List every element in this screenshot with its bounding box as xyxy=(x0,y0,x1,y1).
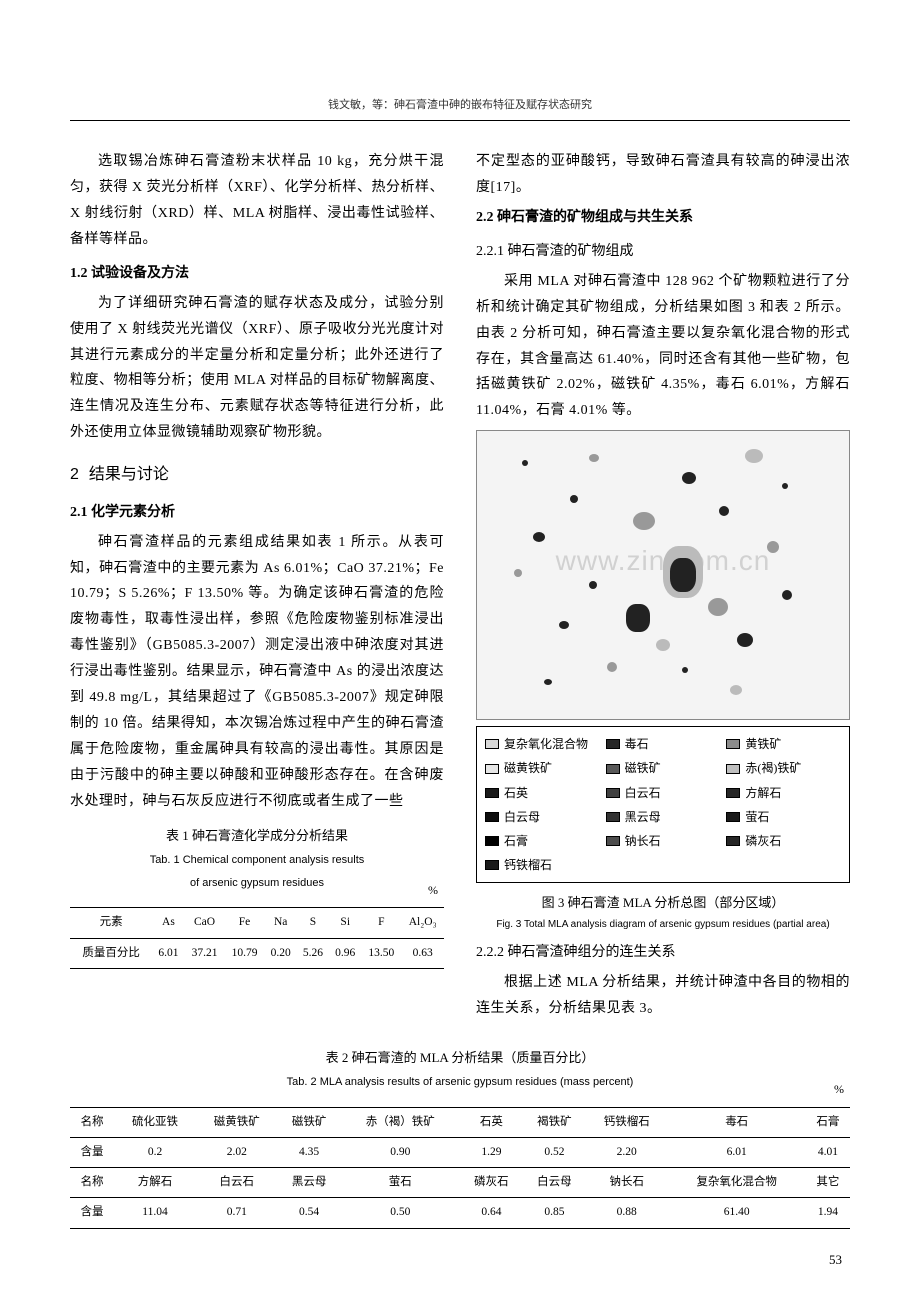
figure-3-caption-en: Fig. 3 Total MLA analysis diagram of ars… xyxy=(476,917,850,932)
legend-label: 白云石 xyxy=(625,782,661,804)
legend-label: 钠长石 xyxy=(625,830,661,852)
legend-swatch xyxy=(606,812,620,822)
legend-item: 黑云母 xyxy=(606,806,721,828)
legend-swatch xyxy=(485,836,499,846)
legend-swatch xyxy=(726,739,740,749)
left-para-1: 选取锡冶炼砷石膏渣粉末状样品 10 kg，充分烘干混匀，获得 X 荧光分析样（X… xyxy=(70,149,444,253)
section-2-2-heading: 2.2 砷石膏渣的矿物组成与共生关系 xyxy=(476,205,850,231)
legend-swatch xyxy=(726,788,740,798)
section-2-heading: 2结果与讨论 xyxy=(70,460,444,490)
legend-label: 白云母 xyxy=(504,806,540,828)
legend-label: 钙铁榴石 xyxy=(504,854,552,876)
legend-item: 黄铁矿 xyxy=(726,733,841,755)
legend-item: 白云石 xyxy=(606,782,721,804)
legend-label: 萤石 xyxy=(745,806,769,828)
table1: 元素 As CaO Fe Na S Si F Al₂O₃ 质量百分比 6.01 … xyxy=(70,907,444,969)
legend-swatch xyxy=(485,812,499,822)
page-number: 53 xyxy=(829,1248,842,1272)
legend-item: 磁黄铁矿 xyxy=(485,757,600,779)
legend-item: 石英 xyxy=(485,782,600,804)
legend-swatch xyxy=(485,788,499,798)
legend-swatch xyxy=(485,764,499,774)
page-header: 钱文敏，等：砷石膏渣中砷的嵌布特征及赋存状态研究 xyxy=(70,95,850,121)
section-2-2-2-heading: 2.2.2 砷石膏渣砷组分的连生关系 xyxy=(476,940,850,966)
table1-row-label: 元素 xyxy=(70,908,152,938)
table1-title-cn: 表 1 砷石膏渣化学成分分析结果 xyxy=(70,824,444,848)
legend-swatch xyxy=(726,836,740,846)
left-column: 选取锡冶炼砷石膏渣粉末状样品 10 kg，充分烘干混匀，获得 X 荧光分析样（X… xyxy=(70,149,444,1024)
figure-3: www.zin.com.cn xyxy=(476,430,850,932)
right-para-2: 采用 MLA 对砷石膏渣中 128 962 个矿物颗粒进行了分析和统计确定其矿物… xyxy=(476,269,850,424)
table2-wrap: 表 2 砷石膏渣的 MLA 分析结果（质量百分比） Tab. 2 MLA ana… xyxy=(70,1046,850,1229)
legend-label: 磁黄铁矿 xyxy=(504,757,552,779)
section-2-1-heading: 2.1 化学元素分析 xyxy=(70,500,444,526)
legend-item: 石膏 xyxy=(485,830,600,852)
legend-label: 黑云母 xyxy=(625,806,661,828)
section-1-2-heading: 1.2 试验设备及方法 xyxy=(70,261,444,287)
legend-label: 方解石 xyxy=(745,782,781,804)
legend-label: 赤(褐)铁矿 xyxy=(745,757,801,779)
right-column: 不定型态的亚砷酸钙，导致砷石膏渣具有较高的砷浸出浓度[17]。 2.2 砷石膏渣… xyxy=(476,149,850,1024)
left-para-2: 为了详细研究砷石膏渣的赋存状态及成分，试验分别使用了 X 射线荧光光谱仪（XRF… xyxy=(70,291,444,446)
legend-swatch xyxy=(606,764,620,774)
table1-row2-label: 质量百分比 xyxy=(70,938,152,968)
legend-label: 黄铁矿 xyxy=(745,733,781,755)
legend-label: 石膏 xyxy=(504,830,528,852)
legend-swatch xyxy=(606,836,620,846)
legend-swatch xyxy=(485,860,499,870)
legend-swatch xyxy=(726,812,740,822)
legend-label: 复杂氧化混合物 xyxy=(504,733,588,755)
figure-3-legend: 复杂氧化混合物 毒石 黄铁矿磁黄铁矿 磁铁矿 赤(褐)铁矿石英 白云石 方解石白云母 黑云母 萤… xyxy=(476,726,850,883)
figure-3-image: www.zin.com.cn xyxy=(476,430,850,720)
table2: 名称 硫化亚铁 磁黄铁矿 磁铁矿 赤（褐）铁矿 石英 褐铁矿 钙铁榴石 毒石 石… xyxy=(70,1107,850,1229)
figure-3-caption-cn: 图 3 砷石膏渣 MLA 分析总图（部分区域） xyxy=(476,891,850,915)
legend-item: 方解石 xyxy=(726,782,841,804)
legend-item: 白云母 xyxy=(485,806,600,828)
legend-swatch xyxy=(606,788,620,798)
table2-title-cn: 表 2 砷石膏渣的 MLA 分析结果（质量百分比） xyxy=(70,1046,850,1070)
legend-item: 萤石 xyxy=(726,806,841,828)
section-2-2-1-heading: 2.2.1 砷石膏渣的矿物组成 xyxy=(476,239,850,265)
legend-item: 钠长石 xyxy=(606,830,721,852)
legend-label: 毒石 xyxy=(625,733,649,755)
legend-item: 磷灰石 xyxy=(726,830,841,852)
legend-item: 钙铁榴石 xyxy=(485,854,600,876)
right-para-3: 根据上述 MLA 分析结果，并统计砷渣中各目的物相的连生关系，分析结果见表 3。 xyxy=(476,970,850,1022)
legend-item: 磁铁矿 xyxy=(606,757,721,779)
right-para-1: 不定型态的亚砷酸钙，导致砷石膏渣具有较高的砷浸出浓度[17]。 xyxy=(476,149,850,201)
legend-swatch xyxy=(726,764,740,774)
table1-title-en1: Tab. 1 Chemical component analysis resul… xyxy=(70,850,444,870)
legend-item: 复杂氧化混合物 xyxy=(485,733,600,755)
two-column-layout: 选取锡冶炼砷石膏渣粉末状样品 10 kg，充分烘干混匀，获得 X 荧光分析样（X… xyxy=(70,149,850,1024)
legend-item: 赤(褐)铁矿 xyxy=(726,757,841,779)
legend-label: 石英 xyxy=(504,782,528,804)
legend-swatch xyxy=(485,739,499,749)
legend-label: 磁铁矿 xyxy=(625,757,661,779)
legend-label: 磷灰石 xyxy=(745,830,781,852)
legend-swatch xyxy=(606,739,620,749)
left-para-3: 砷石膏渣样品的元素组成结果如表 1 所示。从表可知，砷石膏渣中的主要元素为 As… xyxy=(70,530,444,815)
legend-item: 毒石 xyxy=(606,733,721,755)
